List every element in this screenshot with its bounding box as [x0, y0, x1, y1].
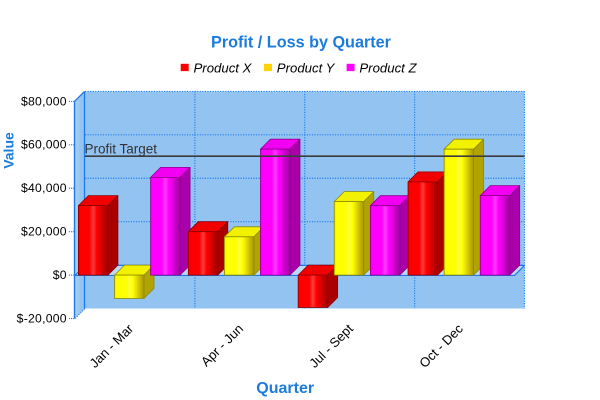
svg-text:$40,000: $40,000 [21, 181, 67, 195]
svg-text:Product Z: Product Z [359, 61, 417, 76]
svg-text:Product X: Product X [194, 61, 253, 76]
svg-text:Product Y: Product Y [277, 61, 336, 76]
svg-text:Value: Value [1, 132, 17, 169]
svg-text:$20,000: $20,000 [21, 225, 67, 239]
svg-text:Quarter: Quarter [256, 380, 314, 397]
svg-text:Profit / Loss by Quarter: Profit / Loss by Quarter [211, 34, 392, 52]
svg-text:$60,000: $60,000 [21, 138, 67, 152]
svg-text:Profit Target: Profit Target [85, 142, 158, 157]
svg-text:$0: $0 [53, 268, 67, 282]
svg-text:$-20,000: $-20,000 [17, 311, 67, 325]
svg-text:$80,000: $80,000 [21, 94, 67, 108]
